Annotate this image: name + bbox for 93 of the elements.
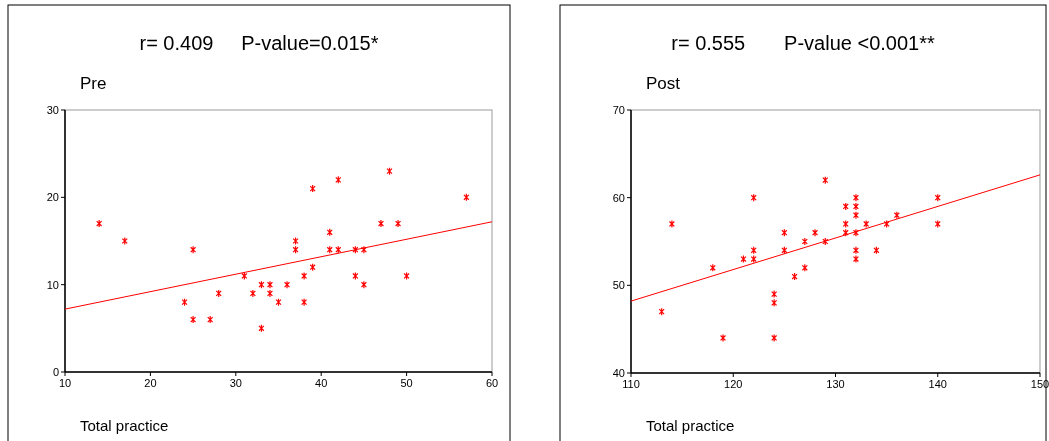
point: [352, 271, 359, 281]
point: [335, 245, 342, 254]
point: [266, 280, 274, 289]
point: [852, 228, 859, 237]
point: [709, 263, 716, 272]
point: [771, 298, 778, 307]
point: [301, 298, 308, 307]
point: [842, 202, 849, 211]
point: [852, 202, 859, 211]
x-tick-label: 20: [144, 377, 157, 389]
x-tick-label: 150: [1030, 378, 1049, 390]
point: [403, 271, 410, 281]
point: [275, 298, 282, 307]
point: [791, 272, 798, 281]
point: [750, 193, 757, 202]
chart-title: r= 0.409 P-value=0.015*: [139, 32, 379, 54]
y-tick-label: 30: [46, 104, 59, 116]
point: [207, 315, 214, 324]
point: [386, 167, 393, 176]
point: [658, 307, 665, 316]
y-axis-title: Pre: [80, 74, 107, 93]
point: [241, 271, 248, 281]
y-tick-label: 0: [52, 366, 59, 378]
x-tick-label: 50: [400, 377, 413, 389]
point: [822, 176, 829, 185]
point: [360, 245, 367, 254]
point: [771, 333, 778, 343]
point: [781, 246, 788, 255]
point: [121, 236, 128, 246]
point: [740, 254, 747, 264]
point: [934, 193, 941, 202]
point: [668, 219, 675, 229]
point: [190, 245, 197, 254]
point: [842, 219, 849, 229]
point: [852, 254, 859, 264]
y-tick-label: 70: [612, 104, 625, 116]
y-tick-label: 10: [46, 278, 59, 291]
point: [934, 219, 941, 229]
point: [852, 193, 859, 202]
point: [181, 298, 188, 307]
point: [377, 219, 385, 228]
point: [750, 246, 757, 255]
point: [258, 324, 265, 333]
x-axis-title: Total practice: [646, 417, 735, 434]
point: [249, 289, 256, 298]
chart-title: r= 0.555 P-value <0.001**: [671, 32, 935, 54]
x-tick-label: 130: [826, 378, 845, 390]
point: [395, 219, 402, 228]
point: [360, 280, 367, 289]
point: [190, 315, 197, 324]
point: [292, 245, 299, 254]
point: [352, 245, 359, 254]
point: [842, 228, 849, 237]
point: [266, 289, 274, 298]
point: [873, 246, 880, 255]
point: [781, 228, 788, 237]
point: [283, 280, 291, 289]
point: [96, 219, 103, 228]
point: [463, 193, 470, 202]
x-tick-label: 30: [229, 377, 242, 389]
point: [863, 219, 870, 229]
point: [801, 237, 808, 246]
point: [750, 254, 757, 264]
point: [801, 263, 808, 272]
y-tick-label: 60: [612, 191, 625, 204]
x-tick-label: 140: [928, 378, 947, 390]
point: [292, 236, 299, 246]
point: [215, 289, 222, 298]
point: [852, 211, 859, 220]
point: [822, 237, 829, 246]
x-tick-label: 10: [58, 377, 72, 389]
x-tick-label: 120: [724, 378, 743, 390]
y-tick-label: 20: [46, 191, 59, 204]
point: [301, 271, 308, 281]
point: [719, 333, 727, 343]
y-axis-title: Post: [646, 74, 681, 93]
point: [335, 175, 342, 184]
point: [812, 228, 819, 237]
point: [771, 290, 778, 299]
point: [309, 184, 316, 193]
x-tick-label: 60: [485, 377, 499, 389]
point: [258, 280, 265, 289]
point: [883, 219, 890, 229]
point: [893, 211, 900, 220]
x-axis-title: Total practice: [80, 417, 169, 434]
point: [326, 228, 333, 237]
point: [309, 263, 316, 272]
x-tick-label: 110: [622, 378, 640, 390]
point: [326, 245, 333, 254]
y-tick-label: 40: [612, 367, 625, 379]
y-tick-label: 50: [612, 279, 625, 292]
point: [852, 246, 859, 255]
x-tick-label: 40: [315, 377, 328, 389]
